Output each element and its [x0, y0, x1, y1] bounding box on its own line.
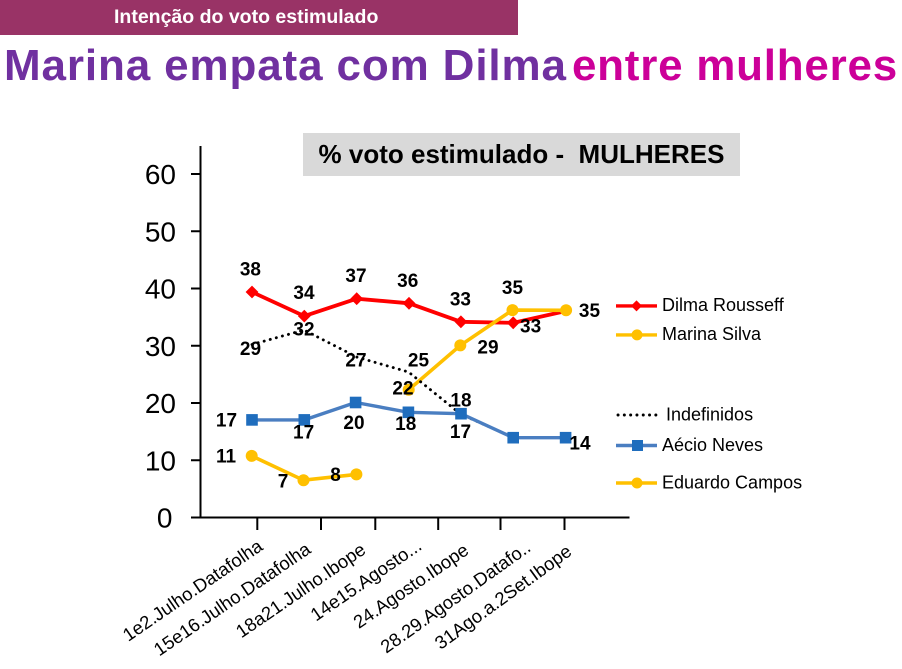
svg-text:34: 34	[293, 283, 315, 304]
svg-text:18: 18	[395, 414, 416, 435]
svg-text:17: 17	[216, 411, 237, 432]
svg-text:33: 33	[520, 316, 541, 337]
svg-text:37: 37	[345, 266, 366, 287]
svg-text:40: 40	[145, 274, 176, 305]
svg-text:50: 50	[145, 216, 176, 247]
svg-text:Indefinidos: Indefinidos	[666, 405, 753, 425]
svg-text:20: 20	[343, 413, 364, 434]
svg-text:22: 22	[392, 379, 413, 400]
svg-text:36: 36	[397, 271, 418, 292]
svg-text:38: 38	[240, 260, 261, 281]
svg-text:27: 27	[345, 351, 366, 372]
svg-text:18: 18	[450, 390, 471, 411]
svg-text:7: 7	[278, 472, 289, 493]
svg-text:29: 29	[477, 338, 498, 359]
svg-text:25: 25	[408, 351, 430, 372]
svg-text:Dilma Rousseff: Dilma Rousseff	[662, 295, 785, 315]
svg-text:20: 20	[145, 388, 176, 419]
svg-text:14: 14	[569, 434, 591, 455]
svg-text:33: 33	[450, 289, 471, 310]
svg-text:30: 30	[145, 331, 176, 362]
svg-text:35: 35	[502, 278, 524, 299]
svg-text:Eduardo Campos: Eduardo Campos	[662, 473, 802, 493]
svg-text:8: 8	[330, 465, 341, 486]
svg-text:11: 11	[216, 447, 237, 468]
svg-text:17: 17	[293, 423, 314, 444]
svg-text:29: 29	[240, 339, 261, 360]
svg-text:Marina Silva: Marina Silva	[662, 324, 762, 344]
svg-text:10: 10	[145, 445, 176, 476]
svg-text:35: 35	[579, 301, 601, 322]
svg-text:17: 17	[450, 422, 471, 443]
svg-text:Aécio Neves: Aécio Neves	[662, 435, 763, 455]
svg-text:32: 32	[293, 320, 314, 341]
svg-text:60: 60	[145, 159, 176, 190]
svg-text:0: 0	[157, 503, 173, 534]
